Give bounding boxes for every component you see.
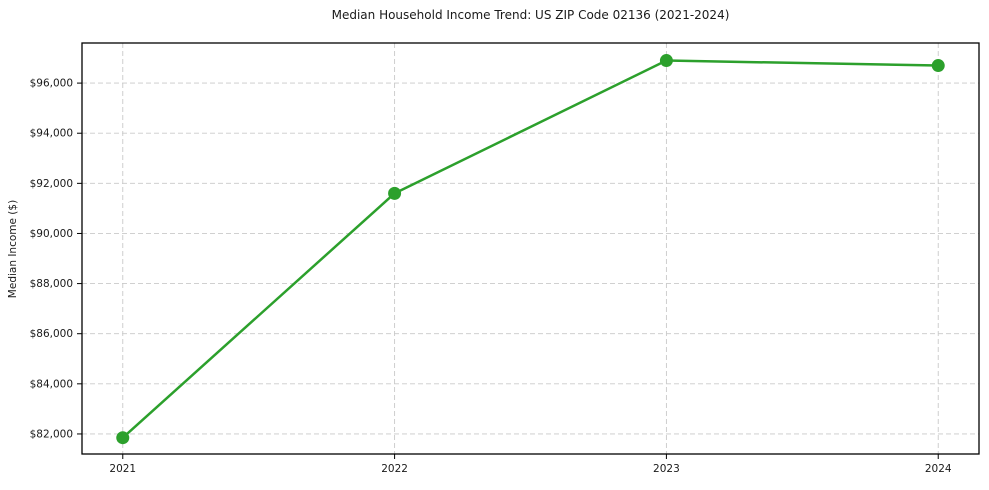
x-tick-label: 2021 xyxy=(109,463,136,475)
data-point-2022 xyxy=(388,186,402,200)
data-point-2021 xyxy=(116,431,130,445)
y-tick-label: $96,000 xyxy=(30,78,73,90)
trend-line xyxy=(121,59,939,439)
y-tick-label: $88,000 xyxy=(30,278,73,290)
chart-title: Median Household Income Trend: US ZIP Co… xyxy=(331,8,730,22)
data-point-2023 xyxy=(659,54,673,68)
x-tick-label: 2024 xyxy=(925,463,952,475)
axes-frame xyxy=(81,42,980,455)
y-tick-label: $82,000 xyxy=(30,428,73,440)
y-tick-label: $90,000 xyxy=(30,228,73,240)
y-tick-label: $92,000 xyxy=(30,178,73,190)
y-tick-label: $94,000 xyxy=(30,128,73,140)
data-point-2024 xyxy=(931,59,945,73)
x-tick-label: 2022 xyxy=(381,463,408,475)
y-tick-label: $86,000 xyxy=(30,328,73,340)
y-tick-label: $84,000 xyxy=(30,378,73,390)
x-tick-label: 2023 xyxy=(653,463,680,475)
